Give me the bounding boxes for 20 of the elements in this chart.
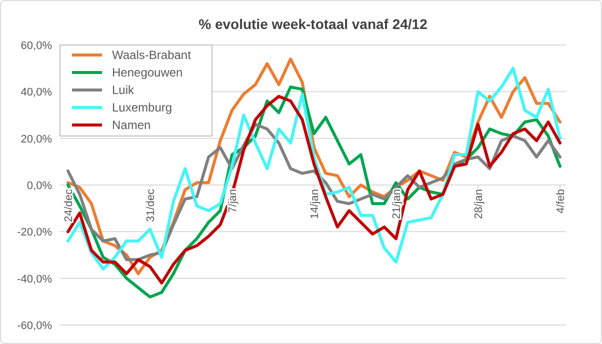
x-tick-label: 31/dec — [145, 188, 157, 222]
legend-label: Namen — [112, 118, 151, 132]
legend-label: Luxemburg — [112, 100, 172, 114]
y-tick-label: -40,0% — [17, 273, 52, 286]
x-tick-label: 14/jan — [309, 189, 321, 219]
y-tick-label: 20,0% — [20, 133, 52, 146]
x-tick-label: 24/dec — [63, 188, 75, 222]
legend-label: Luik — [112, 83, 136, 97]
x-tick-label: 4/feb — [555, 189, 567, 214]
y-tick-label: 40,0% — [20, 86, 52, 99]
x-tick-label: 7/jan — [227, 189, 239, 213]
y-tick-label: 60,0% — [20, 40, 52, 52]
y-tick-label: 0,0% — [26, 180, 52, 192]
chart-title: % evolutie week-totaal vanaf 24/12 — [198, 16, 428, 32]
legend-label: Waals-Brabant — [112, 48, 192, 62]
x-tick-label: 28/jan — [473, 189, 485, 219]
y-tick-label: -20,0% — [17, 226, 52, 239]
legend-label: Henegouwen — [112, 66, 183, 80]
x-tick-label: 21/jan — [391, 189, 403, 219]
y-tick-label: -60,0% — [17, 320, 52, 332]
